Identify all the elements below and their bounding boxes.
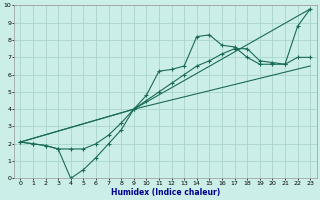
X-axis label: Humidex (Indice chaleur): Humidex (Indice chaleur) (111, 188, 220, 197)
